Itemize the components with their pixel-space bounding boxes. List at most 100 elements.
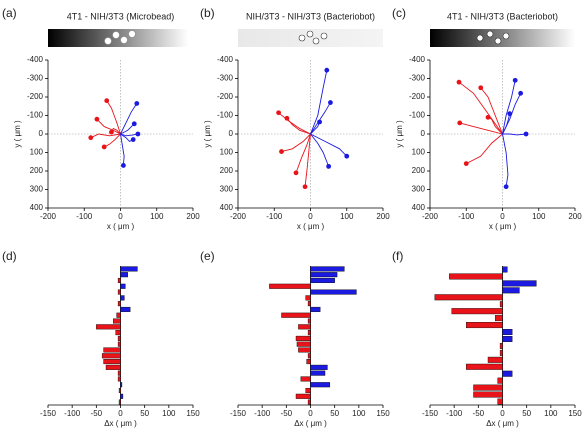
bar <box>502 335 513 342</box>
bar <box>310 289 357 295</box>
trajectory <box>310 121 320 135</box>
end-point <box>284 115 290 121</box>
x-tick-label: -100 <box>76 212 93 221</box>
y-tick-label: 0 <box>39 129 44 138</box>
y-tick-label: -300 <box>409 74 426 83</box>
trajectory <box>90 133 121 139</box>
x-tick-label: 0 <box>118 409 123 418</box>
y-tick-label: 100 <box>412 148 426 157</box>
end-point <box>88 135 94 141</box>
end-point <box>317 119 322 125</box>
y-tick-label: 300 <box>220 185 234 194</box>
end-point <box>478 85 484 91</box>
bar <box>113 318 121 324</box>
trajectory <box>120 103 138 135</box>
x-tick-label: 100 <box>352 409 366 418</box>
y-tick-label: 300 <box>412 185 426 194</box>
end-point <box>523 131 529 137</box>
bar <box>306 359 311 365</box>
end-point <box>121 163 126 168</box>
x-axis-label: x ( μm ) <box>107 222 135 231</box>
bar <box>120 272 128 278</box>
end-point <box>507 111 513 117</box>
y-tick-label: 400 <box>412 203 426 212</box>
y-tick-label: 400 <box>30 203 44 212</box>
x-tick-label: 100 <box>544 409 558 418</box>
trajectory <box>459 122 503 135</box>
bar <box>105 364 121 370</box>
y-tick-label: -300 <box>217 74 234 83</box>
x-tick-label: -100 <box>254 409 271 418</box>
x-tick-label: -100 <box>64 409 81 418</box>
bar <box>310 370 326 376</box>
trajectory <box>295 133 311 174</box>
x-axis-label: Δx ( μm ) <box>486 419 519 428</box>
end-point <box>276 110 281 116</box>
end-point <box>503 184 509 190</box>
end-point <box>135 131 141 137</box>
x-tick-label: -100 <box>458 212 475 221</box>
bar <box>118 399 121 405</box>
end-point <box>131 121 137 127</box>
trajectory <box>120 133 125 166</box>
bar <box>499 349 503 356</box>
x-tick-label: 150 <box>568 409 582 418</box>
bar <box>487 356 503 363</box>
bar <box>310 306 321 312</box>
x-tick-label: 50 <box>522 409 531 418</box>
panel-label: (f) <box>392 249 403 263</box>
end-point <box>324 67 330 73</box>
y-tick-label: -200 <box>27 92 44 101</box>
bar <box>466 322 503 329</box>
end-point <box>326 163 332 169</box>
trajectory <box>480 87 503 135</box>
y-tick-label: -400 <box>27 55 44 64</box>
bar <box>473 391 503 398</box>
chart-title: 4T1 - NIH/3T3 (Microbead) <box>67 11 175 21</box>
bar <box>502 266 508 273</box>
bar <box>120 382 123 388</box>
y-tick-label: -100 <box>27 111 44 120</box>
trajectory <box>120 133 138 137</box>
x-tick-label: 150 <box>186 409 200 418</box>
x-tick-label: -200 <box>40 212 57 221</box>
chart-title: NIH/3T3 - NIH/3T3 (Bacteriobot) <box>246 11 375 21</box>
x-tick-label: 200 <box>568 212 582 221</box>
trajectory <box>286 117 311 135</box>
trajectory <box>103 133 121 148</box>
bar <box>96 324 121 330</box>
x-axis-label: Δx ( μm ) <box>104 419 137 428</box>
bar <box>269 283 311 289</box>
trajectory <box>310 102 331 135</box>
trajectory <box>466 133 503 165</box>
x-tick-label: 100 <box>340 212 354 221</box>
y-axis-label: y ( μm ) <box>13 120 22 148</box>
x-tick-label: 100 <box>162 409 176 418</box>
bar <box>117 341 121 347</box>
x-tick-label: 100 <box>532 212 546 221</box>
bar <box>310 266 345 272</box>
bar <box>310 364 328 370</box>
trajectory <box>502 133 509 187</box>
bar <box>473 384 503 391</box>
bar <box>310 382 331 388</box>
chart-title: 4T1 - NIH/3T3 (Bacteriobot) <box>447 11 558 21</box>
x-tick-label: -200 <box>230 212 247 221</box>
bar <box>502 280 537 287</box>
panel-label: (b) <box>200 6 215 20</box>
bar <box>118 388 121 394</box>
panel-label: (a) <box>2 6 17 20</box>
x-axis-label: x ( μm ) <box>489 222 517 231</box>
bar <box>502 287 520 294</box>
bar <box>120 295 125 301</box>
bar <box>117 376 121 382</box>
bar <box>310 277 335 283</box>
bar <box>305 388 311 394</box>
trajectory <box>96 118 121 135</box>
trajectory <box>310 133 330 167</box>
bar <box>502 370 513 377</box>
end-point <box>302 184 308 190</box>
bar <box>310 272 338 278</box>
trajectory <box>502 80 516 135</box>
